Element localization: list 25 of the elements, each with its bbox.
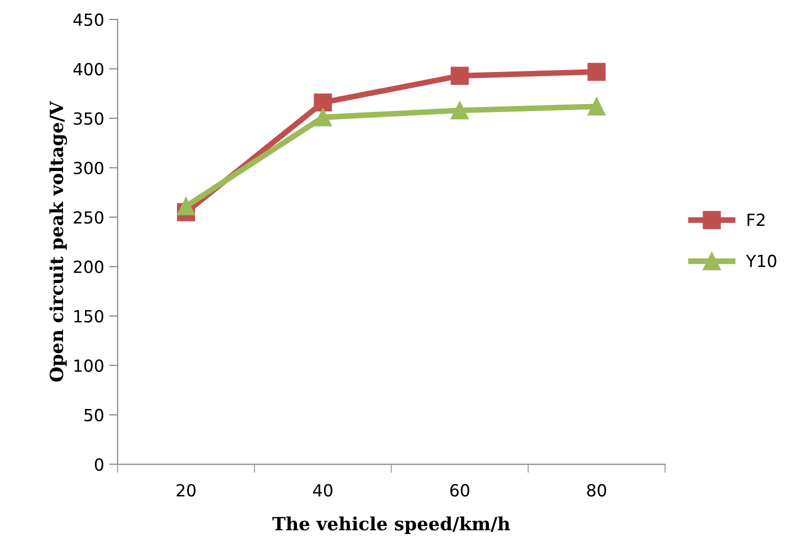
point [314,93,332,112]
y-axis-title: Open circuit peak voltage/V [49,101,68,382]
point [450,101,469,120]
y-tick-label: 300 [74,162,104,174]
y-tick-label: 0 [94,458,104,471]
y-tick-label: 200 [74,260,104,274]
y-tick-label: 100 [74,359,104,372]
y-tick-label: 350 [74,112,104,125]
legend-label: F2 [748,214,764,226]
point [450,66,469,85]
x-tick-label: 40 [313,484,332,497]
x-tick-label: 20 [176,484,196,497]
x-tick-label: 80 [587,484,606,497]
point [588,62,606,81]
y-tick-label: 250 [74,211,104,224]
y-tick-label: 50 [84,408,104,422]
x-axis-title: The vehicle speed/km/h [272,516,510,534]
y-tick-label: 150 [74,310,104,323]
legend-label: Y10 [746,254,776,268]
y-tick-label: 400 [73,62,104,76]
point [176,197,196,216]
x-tick-label: 60 [450,484,470,497]
point [314,108,332,126]
point [588,97,606,116]
y-tick-label: 450 [73,13,104,26]
